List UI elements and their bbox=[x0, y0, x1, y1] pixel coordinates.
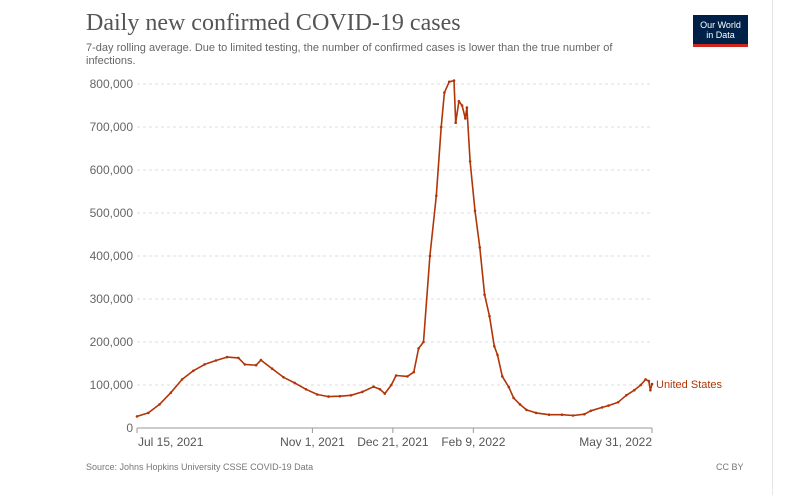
x-tick-label: May 31, 2022 bbox=[579, 435, 652, 449]
data-point bbox=[158, 403, 161, 406]
x-tick-label: Nov 1, 2021 bbox=[280, 435, 345, 449]
x-tick-label: Jul 15, 2021 bbox=[138, 435, 204, 449]
data-point bbox=[361, 390, 364, 394]
data-point bbox=[338, 394, 342, 398]
data-point bbox=[316, 393, 319, 396]
data-point bbox=[525, 408, 528, 412]
y-tick-label: 800,000 bbox=[90, 77, 134, 91]
data-point bbox=[488, 314, 491, 318]
logo-line-2: in Data bbox=[706, 30, 735, 40]
data-point bbox=[547, 413, 551, 417]
y-tick-label: 500,000 bbox=[90, 206, 134, 220]
data-point bbox=[464, 117, 467, 120]
y-tick-label: 100,000 bbox=[90, 378, 134, 392]
data-point bbox=[512, 396, 515, 400]
data-point bbox=[435, 194, 438, 198]
data-point bbox=[534, 411, 538, 415]
x-tick-label: Feb 9, 2022 bbox=[441, 435, 505, 449]
data-point bbox=[372, 385, 375, 389]
data-point bbox=[447, 80, 451, 84]
page-edge-divider bbox=[772, 0, 773, 495]
data-point bbox=[473, 209, 477, 213]
chart-subtitle: 7-day rolling average. Due to limited te… bbox=[86, 42, 613, 67]
data-point bbox=[394, 374, 398, 377]
data-point bbox=[483, 293, 486, 297]
data-point bbox=[633, 388, 636, 392]
y-tick-label: 400,000 bbox=[90, 249, 134, 263]
data-point bbox=[214, 359, 218, 362]
data-point bbox=[560, 413, 564, 417]
data-point bbox=[589, 409, 593, 413]
data-point bbox=[607, 404, 610, 407]
data-point bbox=[600, 406, 604, 409]
data-point bbox=[237, 356, 240, 360]
data-point bbox=[507, 385, 511, 389]
data-point bbox=[639, 383, 642, 387]
data-point bbox=[327, 395, 330, 398]
data-point bbox=[304, 388, 308, 391]
data-point bbox=[454, 121, 458, 124]
data-point bbox=[406, 375, 409, 378]
data-point bbox=[644, 378, 647, 381]
data-point bbox=[460, 104, 464, 107]
data-point bbox=[465, 106, 469, 109]
data-point bbox=[203, 363, 206, 366]
data-point bbox=[417, 347, 420, 350]
data-point bbox=[649, 388, 652, 392]
data-point bbox=[452, 79, 456, 82]
data-point bbox=[192, 369, 195, 373]
y-tick-label: 200,000 bbox=[90, 335, 134, 349]
data-point bbox=[390, 383, 393, 387]
data-point bbox=[282, 376, 285, 379]
data-point bbox=[583, 412, 586, 416]
data-point bbox=[378, 388, 382, 391]
y-tick-label: 300,000 bbox=[90, 292, 134, 306]
data-point bbox=[428, 254, 432, 258]
data-point bbox=[571, 414, 575, 417]
data-point bbox=[650, 382, 654, 386]
series-line bbox=[136, 79, 653, 418]
data-point bbox=[243, 363, 247, 366]
y-tick-label: 700,000 bbox=[90, 120, 134, 134]
data-point bbox=[293, 381, 297, 385]
data-point bbox=[468, 160, 472, 163]
data-point bbox=[349, 394, 353, 397]
data-point bbox=[493, 345, 496, 348]
data-point bbox=[259, 358, 263, 362]
data-point bbox=[225, 355, 229, 359]
data-point bbox=[616, 400, 620, 404]
x-axis: Jul 15, 2021 Nov 1, 2021 Dec 21, 2021 Feb 9… bbox=[136, 427, 653, 449]
owid-logo[interactable]: Our World in Data bbox=[693, 15, 748, 47]
data-point bbox=[169, 391, 173, 395]
y-tick-label: 0 bbox=[126, 421, 133, 435]
data-point bbox=[625, 394, 628, 397]
y-gridlines bbox=[137, 83, 652, 386]
data-point bbox=[478, 246, 482, 249]
data-point bbox=[254, 363, 258, 367]
data-point bbox=[422, 340, 425, 344]
y-axis-tick-labels: 0 100,000 200,000 300,000 400,000 500,000 600,… bbox=[90, 77, 134, 435]
x-tick-label: Dec 21, 2021 bbox=[357, 435, 429, 449]
source-note: Source: Johns Hopkins University CSSE CO… bbox=[86, 462, 314, 472]
data-point bbox=[443, 91, 446, 94]
data-point bbox=[270, 367, 274, 371]
y-tick-label: 600,000 bbox=[90, 163, 134, 177]
data-point bbox=[439, 125, 443, 129]
license-link[interactable]: CC BY bbox=[716, 462, 744, 472]
data-point bbox=[518, 403, 522, 406]
data-point bbox=[496, 353, 499, 357]
data-point bbox=[647, 379, 651, 383]
data-point bbox=[457, 99, 461, 103]
data-point bbox=[501, 375, 504, 378]
series-label: United States bbox=[656, 379, 723, 391]
data-point bbox=[180, 378, 184, 381]
data-point bbox=[412, 370, 416, 374]
logo-line-1: Our World bbox=[700, 20, 741, 30]
chart-title: Daily new confirmed COVID-19 cases bbox=[86, 10, 461, 36]
data-point bbox=[383, 392, 387, 395]
series-united-states: United States bbox=[135, 79, 723, 418]
data-point bbox=[135, 415, 139, 418]
data-point bbox=[147, 411, 150, 415]
